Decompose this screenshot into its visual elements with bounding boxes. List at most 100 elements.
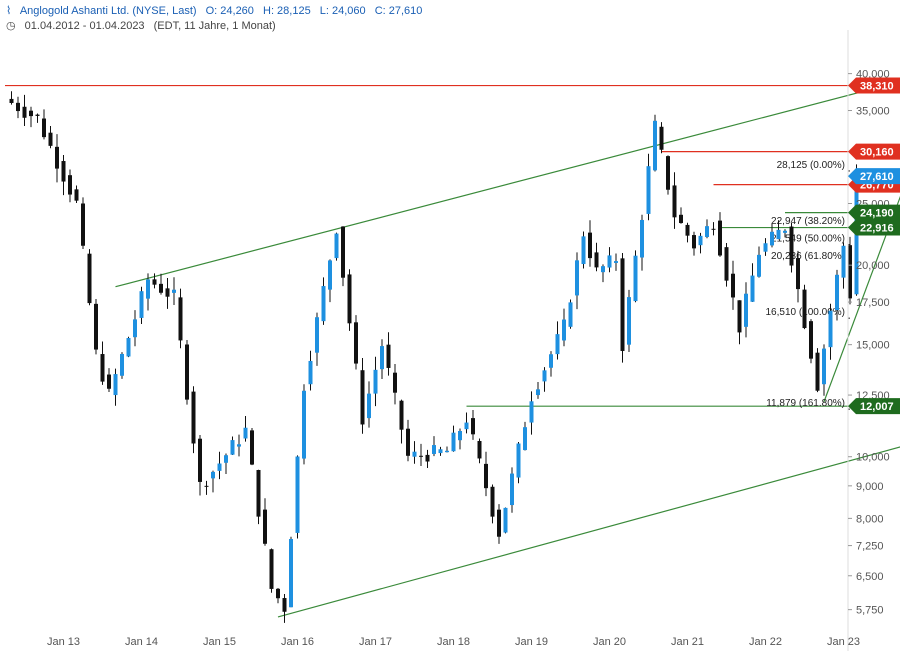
y-tick-label: 35,000: [856, 106, 890, 118]
candle-body: [61, 161, 66, 182]
candle-body: [224, 455, 228, 463]
candle-body: [263, 509, 267, 544]
header-row-range: ◷ 01.04.2012 - 01.04.2023 (EDT, 11 Jahre…: [6, 19, 282, 32]
candle-body: [809, 321, 813, 359]
trendline: [277, 446, 900, 618]
candle-body: [744, 293, 748, 327]
price-badge-label: 12,007: [860, 401, 894, 413]
candle-body: [42, 118, 46, 138]
candle-body: [139, 291, 144, 318]
candle-body: [464, 422, 469, 430]
candle-body: [217, 463, 222, 471]
candle-body: [282, 598, 287, 612]
price-badge: [848, 219, 900, 236]
candle-body: [607, 255, 612, 268]
candle-body: [152, 279, 157, 285]
candle-body: [516, 443, 521, 478]
candle-body: [497, 509, 501, 537]
candle-body: [308, 360, 313, 385]
candle-body: [328, 260, 332, 290]
candle-body: [113, 374, 118, 396]
y-tick-label: 20,000: [856, 260, 890, 272]
candle-body: [321, 286, 326, 322]
candle-body: [783, 230, 787, 233]
candle-body: [87, 253, 92, 304]
candle-body: [445, 450, 449, 453]
candle-body: [172, 289, 176, 293]
candle-body: [633, 255, 638, 302]
candle-body: [529, 401, 534, 423]
price-badge: [848, 77, 900, 94]
candle-body: [503, 507, 508, 533]
x-tick-label: Jan 17: [359, 636, 392, 648]
candle-body: [256, 469, 261, 517]
y-tick-label: 9,000: [856, 481, 884, 493]
ohlc-close: C: 27,610: [374, 5, 423, 17]
candle-body: [815, 352, 820, 391]
candle-body: [412, 451, 417, 457]
candle-body: [568, 302, 573, 327]
candle-body: [315, 317, 319, 353]
candle-body: [841, 245, 846, 278]
candle-body: [159, 283, 163, 293]
candle-body: [341, 226, 345, 278]
candle-body: [536, 389, 540, 396]
candle-body: [770, 231, 774, 246]
candle-body: [347, 274, 352, 324]
candle-body: [211, 471, 215, 479]
ohlc-high: H: 28,125: [263, 5, 311, 17]
y-tick-label: 10,000: [856, 452, 890, 464]
candle-body: [373, 369, 378, 394]
chart-header: ⌇ Anglogold Ashanti Ltd. (NYSE, Last) O:…: [0, 0, 900, 34]
candle-body: [230, 440, 235, 455]
logo-icon: ⌇: [6, 5, 12, 17]
candle-body: [471, 418, 475, 435]
y-tick-label: 15,000: [856, 340, 890, 352]
candle-body: [55, 146, 59, 169]
candle-body: [451, 432, 456, 452]
price-badge-label: 30,160: [860, 147, 894, 159]
y-tick-label: 5,750: [856, 605, 884, 617]
candle-body: [789, 226, 794, 266]
candle-body: [29, 110, 33, 117]
ohlc-open: O: 24,260: [205, 5, 254, 17]
candle-body: [22, 106, 27, 118]
candle-body: [614, 261, 618, 263]
candle-body: [705, 226, 709, 237]
candle-body: [757, 254, 761, 277]
candle-body: [718, 220, 722, 256]
candle-body: [776, 229, 781, 240]
candle-body: [120, 353, 124, 376]
chart-lines-layer: 28,125 (0.00%) 22,947 (38.20%) 21,549 (50.…: [5, 81, 900, 618]
candle-body: [737, 300, 742, 333]
y-tick-label: 6,500: [856, 571, 884, 583]
candle-body: [94, 303, 98, 350]
candle-body: [9, 98, 14, 104]
instrument-title: Anglogold Ashanti Ltd. (NYSE, Last): [19, 5, 197, 17]
candle-body: [425, 454, 430, 462]
x-tick-label: Jan 16: [281, 636, 314, 648]
candle-body: [243, 427, 248, 439]
candle-body: [185, 344, 189, 400]
candle-body: [698, 235, 703, 246]
y-tick-label: 7,250: [856, 541, 884, 553]
candle-body: [360, 370, 365, 425]
x-tick-label: Jan 22: [749, 636, 782, 648]
candle-body: [685, 224, 690, 236]
candle-body: [581, 236, 586, 265]
candle-body: [510, 473, 514, 506]
candle-body: [458, 430, 462, 441]
candle-body: [354, 322, 358, 364]
candle-body: [367, 393, 371, 419]
price-badge: [848, 398, 900, 415]
candle-body: [594, 252, 599, 268]
fib-label: 22,947 (38.20%): [771, 216, 845, 227]
candle-body: [666, 156, 670, 190]
x-tick-label: Jan 15: [203, 636, 236, 648]
clock-icon: ◷: [6, 20, 16, 32]
x-tick-label: Jan 23: [827, 636, 860, 648]
candle-body: [750, 275, 755, 302]
fib-label: 20,236 (61.80%): [771, 251, 845, 262]
candle-body: [802, 289, 807, 329]
